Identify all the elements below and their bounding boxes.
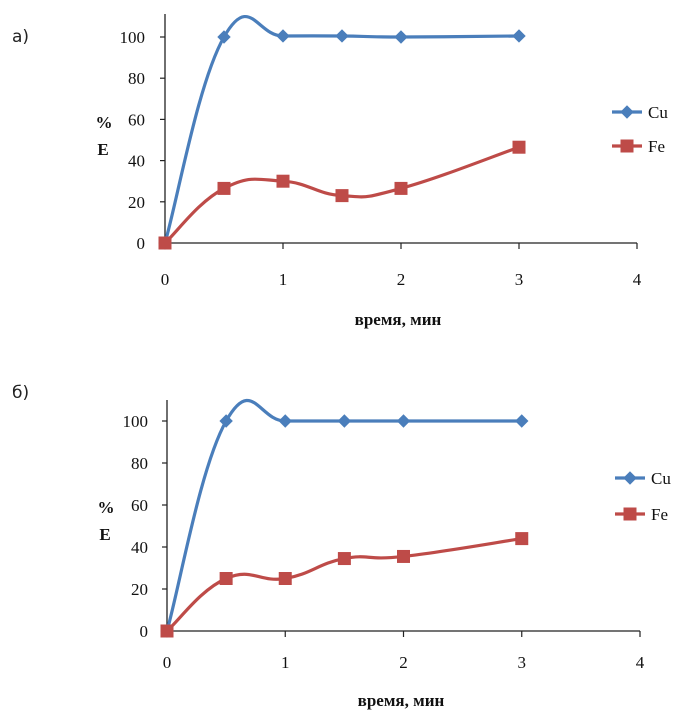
data-point-cu xyxy=(335,29,349,43)
data-point-cu xyxy=(515,414,529,428)
x-tick-label: 3 xyxy=(518,653,527,672)
data-point-fe xyxy=(278,572,292,585)
data-point-fe xyxy=(158,236,172,250)
series-group xyxy=(158,14,526,250)
legend-label-fe: Fe xyxy=(651,505,668,524)
y-tick-group: 0 20 40 60 80 100 xyxy=(120,28,165,253)
data-point-cu xyxy=(512,29,526,43)
chart-panel-a: а) 0 20 40 60 80 100 0 1 2 3 4 время, мин % E Cu F… xyxy=(12,14,668,329)
x-axis-title: время, мин xyxy=(355,310,442,329)
data-point-cu xyxy=(217,30,231,44)
y-tick-label: 20 xyxy=(131,580,148,599)
y-tick-label: 100 xyxy=(123,412,149,431)
x-tick-label: 2 xyxy=(399,653,408,672)
y-tick-label: 0 xyxy=(137,234,146,253)
y-axis-title-second: E xyxy=(99,525,110,544)
y-tick-label: 40 xyxy=(128,152,145,171)
data-point-cu xyxy=(394,30,408,44)
x-tick-label: 3 xyxy=(515,270,524,289)
legend-marker-cu xyxy=(623,471,637,485)
panel-label: б) xyxy=(12,383,29,403)
y-tick-label: 80 xyxy=(131,454,148,473)
x-tick-label: 1 xyxy=(279,270,288,289)
x-axis-title: время, мин xyxy=(358,691,445,710)
legend: Cu Fe xyxy=(612,103,668,156)
series-line-fe xyxy=(165,537,524,633)
y-tick-label: 60 xyxy=(131,496,148,515)
data-point-fe xyxy=(397,549,410,563)
legend-marker-fe xyxy=(620,139,634,153)
data-point-fe xyxy=(512,140,526,154)
x-tick-group: 0 1 2 3 4 xyxy=(163,631,645,672)
y-axis-title: % xyxy=(98,498,115,517)
data-point-cu xyxy=(396,414,411,428)
x-tick-label: 1 xyxy=(281,653,290,672)
data-point-fe xyxy=(160,624,174,638)
data-point-fe xyxy=(217,181,231,195)
legend-marker-fe xyxy=(623,507,637,521)
series-line-fe xyxy=(163,145,521,245)
y-tick-label: 60 xyxy=(128,110,145,129)
y-tick-label: 20 xyxy=(128,193,145,212)
panel-label: а) xyxy=(12,27,29,47)
legend: Cu Fe xyxy=(615,469,671,524)
series-line-cu xyxy=(165,398,524,633)
chart-panel-b: б) 0 20 40 60 80 100 0 1 2 3 4 время, мин % E Cu F… xyxy=(12,383,671,710)
data-point-cu xyxy=(337,414,352,428)
data-point-cu xyxy=(219,414,233,428)
data-point-fe xyxy=(219,572,233,585)
x-tick-group: 0 1 2 3 4 xyxy=(161,243,642,289)
legend-label-fe: Fe xyxy=(648,137,665,156)
data-point-fe xyxy=(276,174,290,188)
y-axis-title: % xyxy=(96,113,113,132)
y-tick-label: 0 xyxy=(140,622,149,641)
y-axis-title-second: E xyxy=(97,140,108,159)
x-tick-label: 4 xyxy=(636,653,645,672)
data-point-fe xyxy=(515,532,529,546)
y-tick-label: 100 xyxy=(120,28,146,47)
x-tick-label: 0 xyxy=(163,653,172,672)
data-point-fe xyxy=(335,189,349,203)
legend-marker-cu xyxy=(620,105,634,119)
data-point-fe xyxy=(337,552,351,566)
data-point-fe xyxy=(394,181,408,195)
series-group xyxy=(160,398,529,638)
data-point-cu xyxy=(276,29,290,43)
y-tick-label: 80 xyxy=(128,69,145,88)
data-point-cu xyxy=(278,414,292,428)
y-tick-group: 0 20 40 60 80 100 xyxy=(123,412,167,641)
legend-label-cu: Cu xyxy=(648,103,668,122)
legend-label-cu: Cu xyxy=(651,469,671,488)
x-tick-label: 4 xyxy=(633,270,642,289)
series-line-cu xyxy=(163,14,521,245)
x-tick-label: 0 xyxy=(161,270,170,289)
x-tick-label: 2 xyxy=(397,270,406,289)
y-tick-label: 40 xyxy=(131,538,148,557)
